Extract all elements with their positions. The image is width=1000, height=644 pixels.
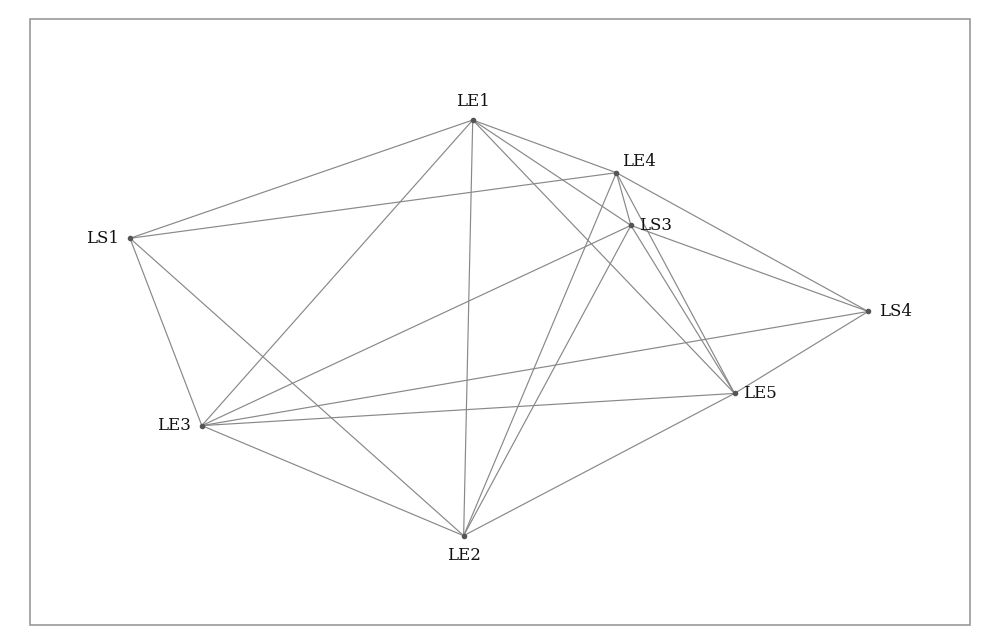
Text: LS4: LS4 <box>879 303 912 320</box>
Text: LE4: LE4 <box>622 153 656 170</box>
Text: LE2: LE2 <box>447 547 481 564</box>
Text: LS3: LS3 <box>639 217 672 234</box>
Text: LE1: LE1 <box>456 93 490 111</box>
Text: LS1: LS1 <box>86 230 119 247</box>
Text: LE3: LE3 <box>157 417 191 434</box>
Text: LE5: LE5 <box>743 385 776 402</box>
